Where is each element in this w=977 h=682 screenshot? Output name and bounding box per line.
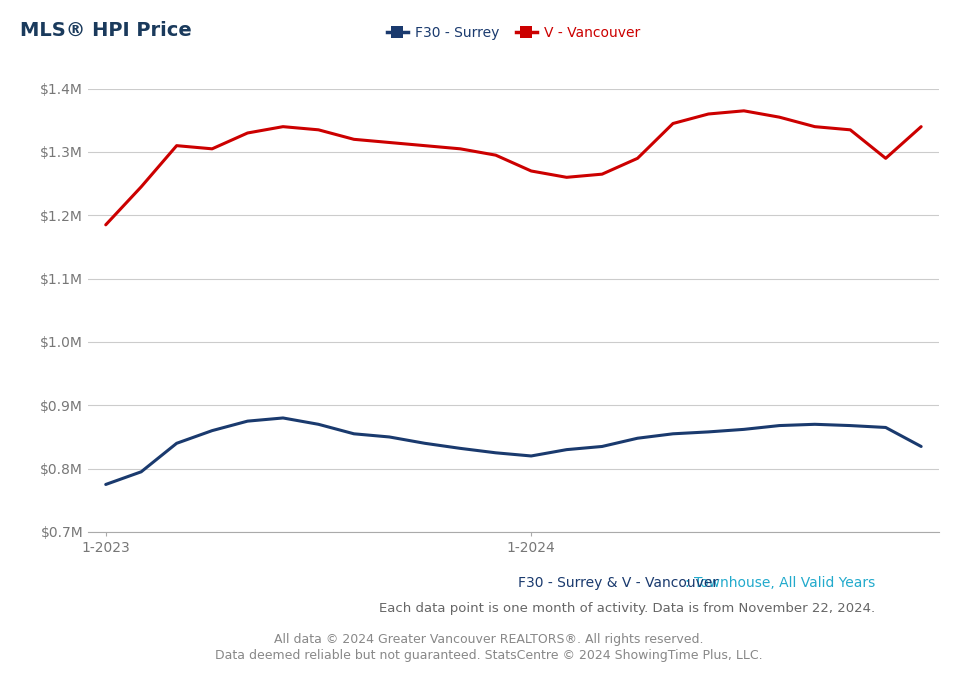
Text: Each data point is one month of activity. Data is from November 22, 2024.: Each data point is one month of activity… — [379, 602, 874, 615]
Legend: F30 - Surrey, V - Vancouver: F30 - Surrey, V - Vancouver — [381, 20, 645, 46]
Text: Data deemed reliable but not guaranteed. StatsCentre © 2024 ShowingTime Plus, LL: Data deemed reliable but not guaranteed.… — [215, 649, 762, 662]
Text: All data © 2024 Greater Vancouver REALTORS®. All rights reserved.: All data © 2024 Greater Vancouver REALTO… — [274, 633, 703, 646]
Text: F30 - Surrey & V - Vancouver: F30 - Surrey & V - Vancouver — [517, 576, 717, 591]
Text: : Townhouse, All Valid Years: : Townhouse, All Valid Years — [684, 576, 874, 591]
Text: MLS® HPI Price: MLS® HPI Price — [20, 20, 191, 40]
